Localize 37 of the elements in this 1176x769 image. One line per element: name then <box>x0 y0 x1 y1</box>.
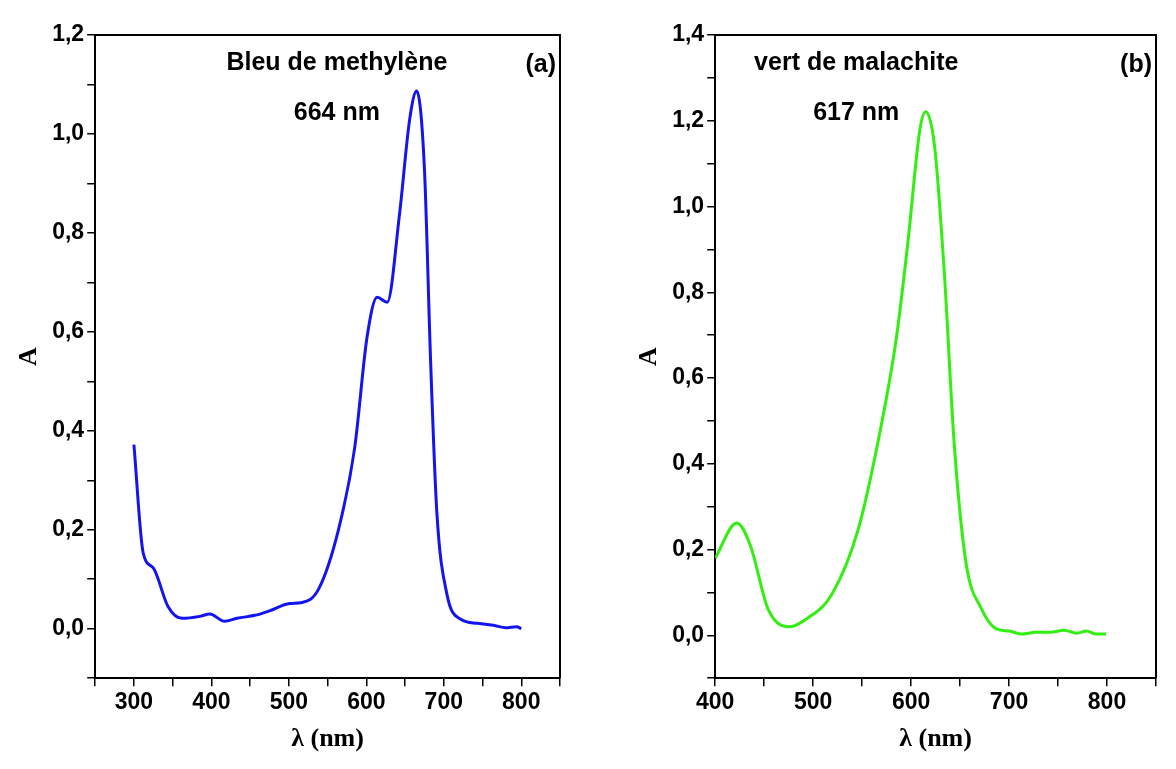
y-tick-label: 1,4 <box>672 20 705 47</box>
annotation: 617 nm <box>813 96 900 125</box>
x-tick-label: 300 <box>114 688 154 715</box>
y-tick-label: 1,2 <box>52 20 85 47</box>
x-tick-label: 800 <box>502 688 541 715</box>
x-axis-title: λ (nm) <box>291 723 364 753</box>
x-tick-label: 700 <box>989 688 1029 715</box>
y-tick-label: 0,8 <box>52 218 85 245</box>
x-tick-label: 800 <box>1087 688 1127 715</box>
y-tick-label: 0,6 <box>52 317 85 344</box>
x-tick-label: 500 <box>269 688 309 715</box>
y-tick-label: 1,0 <box>672 191 705 218</box>
line-series <box>132 89 523 631</box>
x-tick-label: 600 <box>347 688 386 715</box>
annotation: (a) <box>525 48 556 77</box>
y-tick-label: 0,2 <box>672 534 705 561</box>
y-tick-label: 0,6 <box>672 363 705 390</box>
annotation: Bleu de methylène <box>226 46 448 75</box>
y-axis-title: A <box>13 346 43 366</box>
x-axis-title: λ (nm) <box>899 723 972 753</box>
annotation: 664 nm <box>293 96 380 125</box>
y-tick-label: 0,2 <box>52 515 85 542</box>
y-axis-title: A <box>633 346 663 366</box>
x-tick-label: 400 <box>192 688 231 715</box>
y-tick-label: 0,8 <box>672 277 705 304</box>
annotation: vert de malachite <box>754 46 959 75</box>
x-tick-label: 400 <box>695 688 735 715</box>
y-tick-label: 0,0 <box>672 620 705 647</box>
y-tick-label: 1,2 <box>672 106 705 133</box>
y-tick-label: 0,4 <box>672 449 705 476</box>
x-tick-label: 600 <box>891 688 931 715</box>
y-tick-label: 0,4 <box>52 416 85 443</box>
x-tick-label: 700 <box>424 688 463 715</box>
y-tick-label: 0,0 <box>52 614 85 641</box>
y-tick-label: 1,0 <box>52 119 85 146</box>
annotation: (b) <box>1120 48 1152 77</box>
x-tick-label: 500 <box>793 688 833 715</box>
